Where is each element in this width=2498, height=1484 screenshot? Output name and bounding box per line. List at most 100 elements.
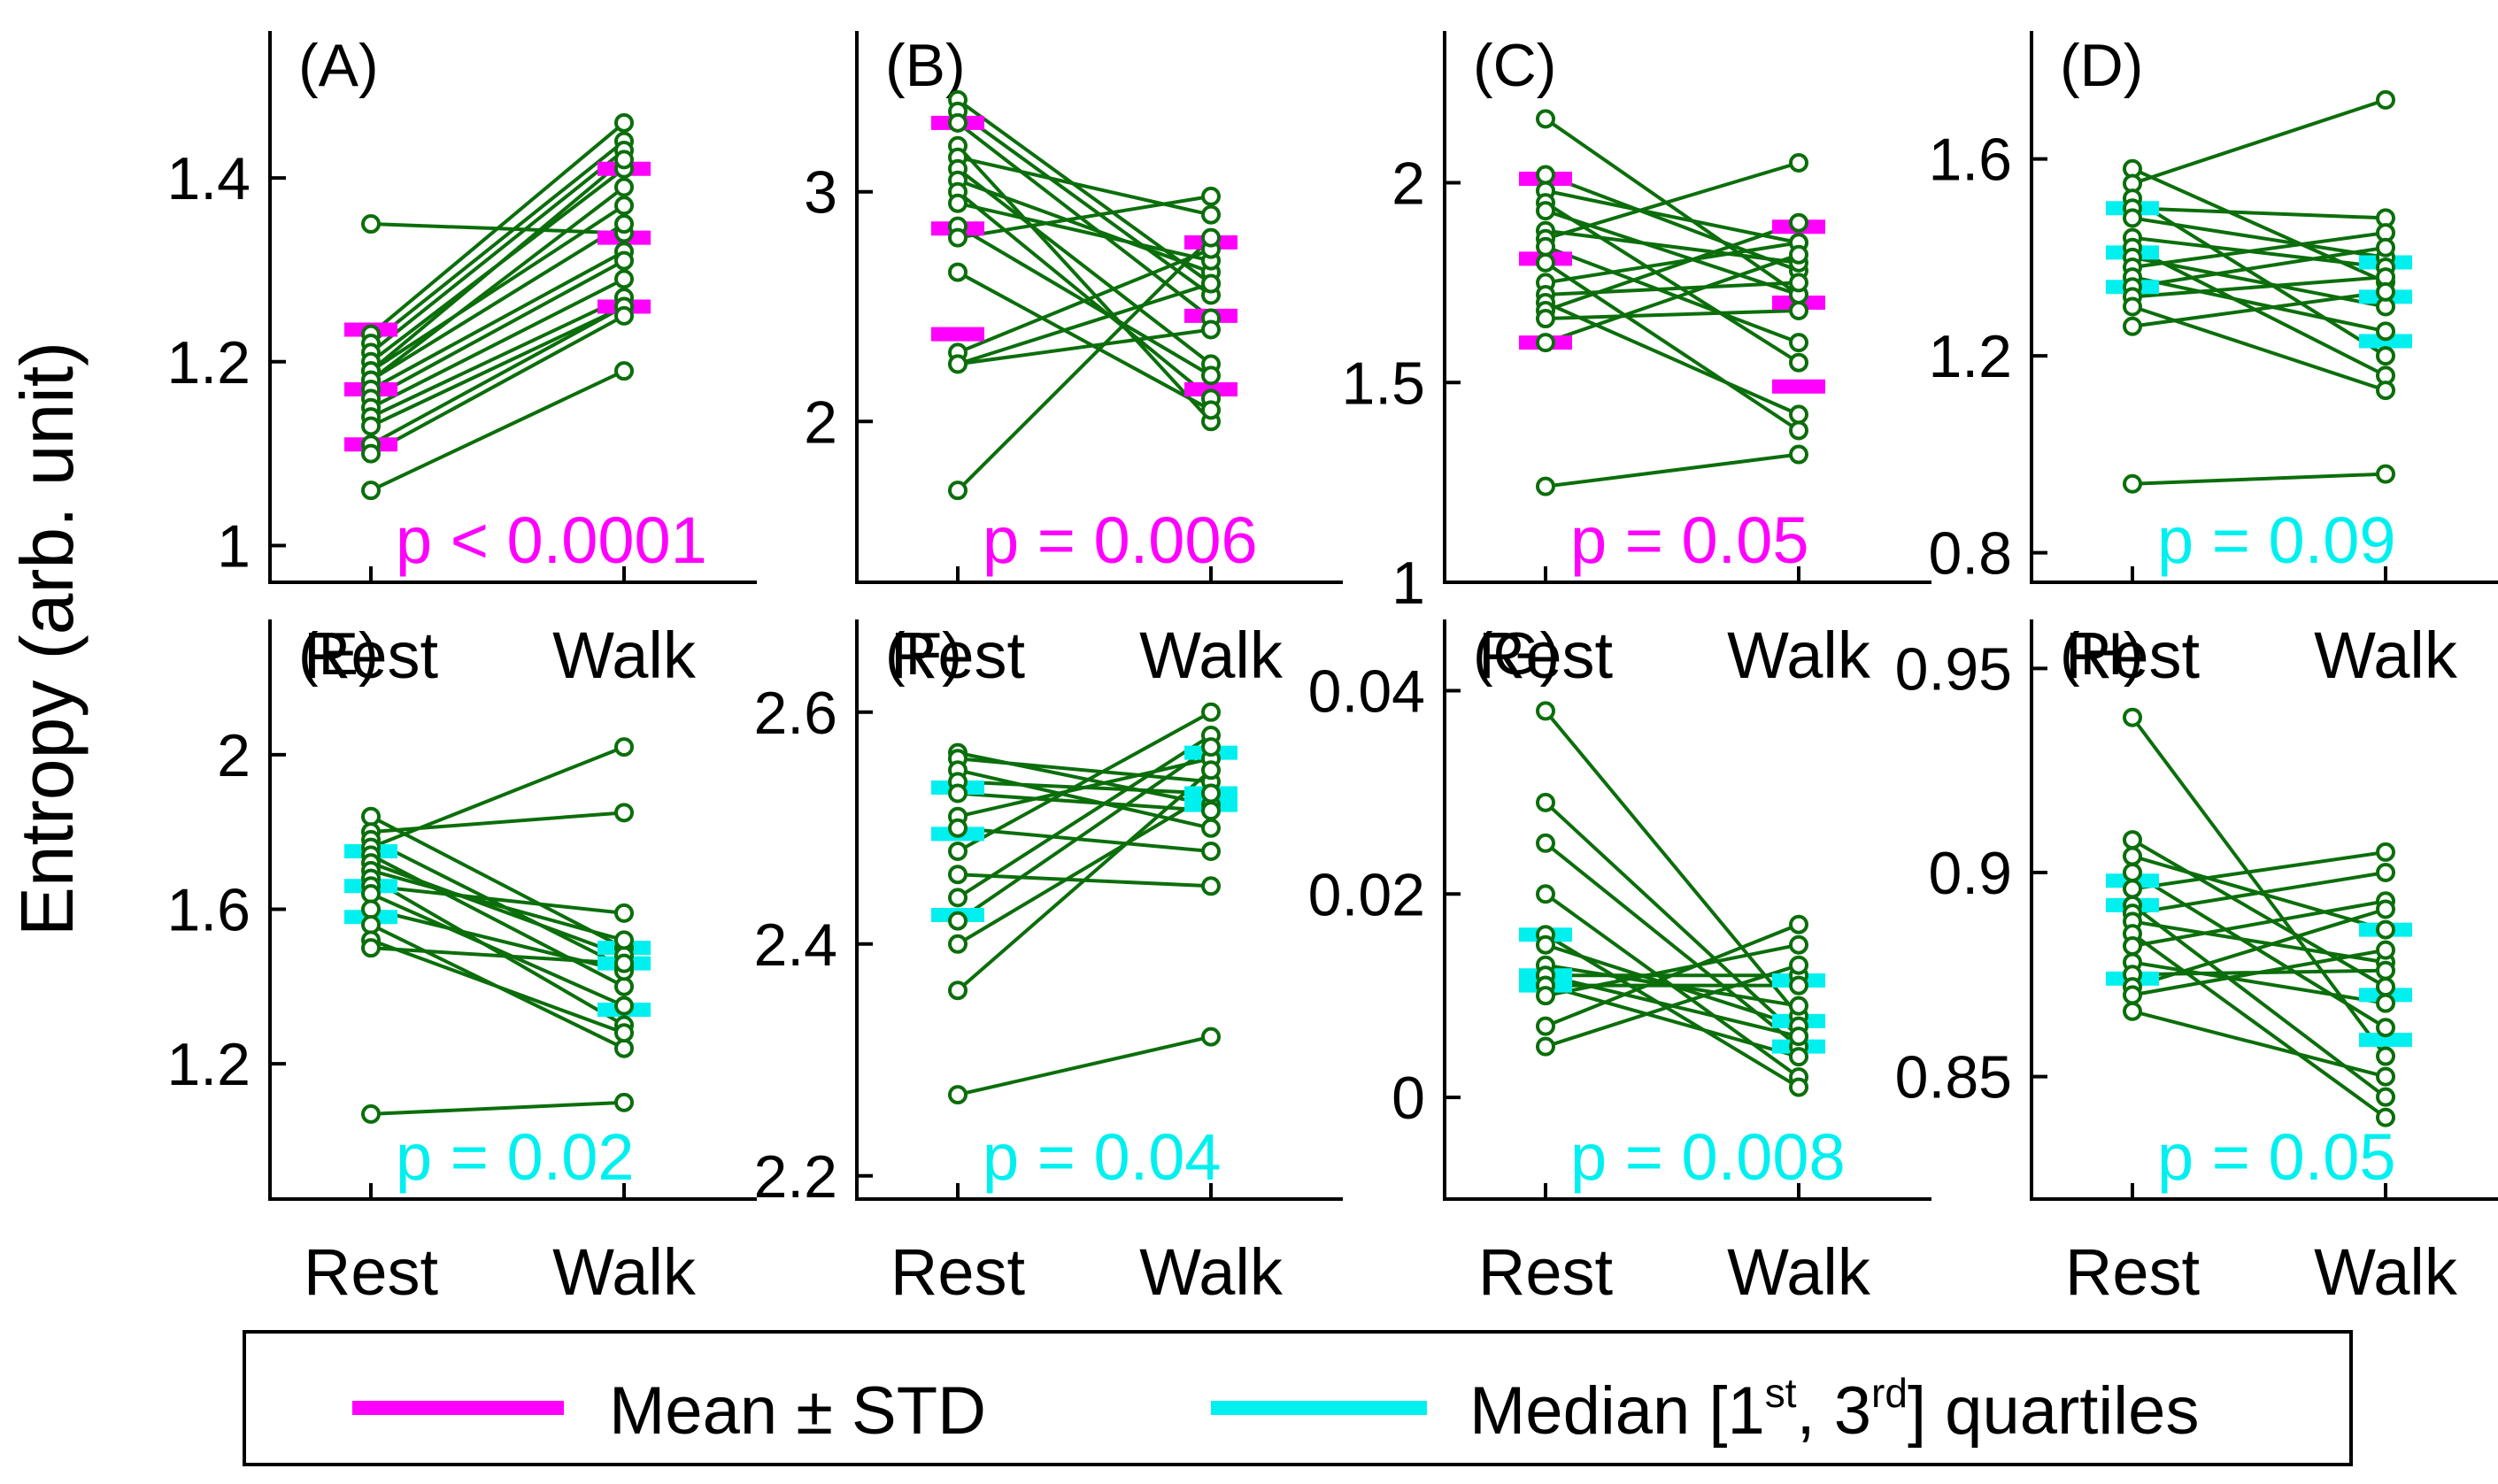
subject-line	[957, 201, 1212, 263]
subject-line	[1545, 963, 1800, 1049]
rest-point	[361, 214, 381, 235]
p-value: p = 0.02	[396, 1120, 635, 1194]
walk-point	[1789, 955, 1808, 975]
y-tick-label: 1.2	[166, 329, 251, 396]
walk-point	[1789, 301, 1808, 321]
walk-point	[1201, 702, 1221, 722]
y-tick-label: 2	[217, 722, 251, 789]
walk-point	[2376, 1087, 2395, 1107]
panel-h: 0.85 0.9 0.95 Rest Walk (H) p = 0.05	[1895, 619, 2498, 1309]
rest-point	[1536, 884, 1555, 904]
subject-line	[1545, 220, 1800, 312]
p-value: p = 0.008	[1570, 1120, 1846, 1194]
walk-point	[2376, 960, 2395, 980]
x-tick-label: Rest	[1478, 1235, 1614, 1309]
walk-point	[1789, 1026, 1808, 1047]
subject-line	[2132, 1009, 2386, 1079]
p-value: p = 0.04	[983, 1120, 1222, 1194]
walk-point	[614, 1023, 634, 1043]
rest-point	[1536, 201, 1555, 221]
subject-line	[370, 946, 625, 965]
rest-point	[1536, 252, 1555, 273]
x-tick-label: Walk	[2314, 619, 2458, 692]
subject-line	[957, 711, 1212, 853]
rest-point	[2123, 936, 2142, 957]
walk-point	[1789, 444, 1808, 465]
y-tick-label: 1.2	[1928, 323, 2012, 390]
walk-point	[1789, 996, 1808, 1016]
walk-point	[1201, 760, 1221, 780]
walk-point	[614, 112, 634, 133]
subject-line	[1544, 710, 1800, 1018]
y-tick-label: 1.5	[1341, 350, 1425, 417]
subject-line	[957, 178, 1212, 274]
walk-point	[614, 269, 634, 289]
rest-point	[361, 481, 381, 501]
walk-point	[1201, 1026, 1221, 1047]
subject-line	[1545, 452, 1800, 488]
x-tick-label: Rest	[2065, 619, 2201, 692]
walk-point	[1789, 352, 1808, 373]
walk-point	[1789, 1047, 1808, 1067]
walk-point	[2376, 346, 2395, 366]
subject-line	[369, 185, 626, 382]
walk-point	[614, 930, 634, 950]
subject-line	[370, 745, 625, 850]
x-tick-label: Rest	[890, 619, 1026, 692]
subject-line	[2132, 850, 2386, 891]
panel-label: (F)	[885, 620, 962, 688]
rest-point	[948, 842, 968, 861]
walk-point	[1789, 420, 1808, 441]
subject-line	[2132, 472, 2386, 486]
subject-line	[956, 768, 1213, 992]
walk-point	[1201, 876, 1221, 896]
subject-line	[1545, 942, 1800, 998]
subject-line	[369, 204, 626, 373]
panel-g: 0 0.02 0.04 Rest Walk (G) p = 0.008	[1308, 619, 1931, 1309]
walk-point	[614, 903, 634, 923]
subject-line	[957, 247, 1212, 355]
rest-point	[948, 783, 968, 804]
walk-point	[1201, 842, 1221, 861]
walk-point	[2376, 862, 2395, 882]
subject-line	[369, 140, 626, 345]
subject-line	[2132, 216, 2386, 259]
walk-point	[1201, 204, 1221, 225]
subject-line	[370, 304, 625, 428]
rest-point	[948, 818, 968, 838]
y-tick-label: 0.9	[1928, 840, 2012, 907]
subject-line	[956, 121, 1213, 320]
subject-line	[370, 853, 625, 988]
y-tick-label: 2	[1392, 150, 1425, 218]
rest-point	[2123, 707, 2142, 727]
y-tick-label: 0.04	[1308, 657, 1425, 725]
y-tick-label: 0.85	[1895, 1044, 2012, 1111]
walk-point	[1201, 227, 1221, 248]
x-tick-label: Rest	[304, 1235, 439, 1309]
panel-label: (B)	[885, 32, 966, 99]
subject-line	[1545, 161, 1800, 241]
rest-point	[361, 884, 381, 904]
legend-mean-label: Mean ± STD	[609, 1373, 986, 1449]
walk-point	[1789, 152, 1808, 173]
rest-point	[2123, 830, 2142, 850]
rest-point	[1536, 309, 1555, 329]
subject-line	[956, 745, 1213, 923]
walk-point	[2376, 281, 2395, 302]
subject-line	[369, 222, 626, 382]
subject-line	[1545, 922, 1800, 1028]
walk-point	[1789, 975, 1808, 996]
rest-point	[2123, 473, 2142, 494]
subject-line	[370, 1100, 625, 1116]
rest-point	[1536, 792, 1555, 812]
subject-line	[370, 938, 625, 1035]
walk-point	[614, 1092, 634, 1112]
panel-f: 2.2 2.4 2.6 Rest Walk (F) p = 0.04	[753, 619, 1343, 1309]
subject-line	[957, 826, 1212, 853]
p-value: p = 0.05	[1570, 504, 1809, 577]
subject-line	[370, 884, 625, 915]
rest-point	[2123, 862, 2142, 882]
panel-b: 2 3 Rest Walk (B) p = 0.006	[804, 31, 1343, 692]
y-tick-label: 0	[1392, 1065, 1425, 1132]
